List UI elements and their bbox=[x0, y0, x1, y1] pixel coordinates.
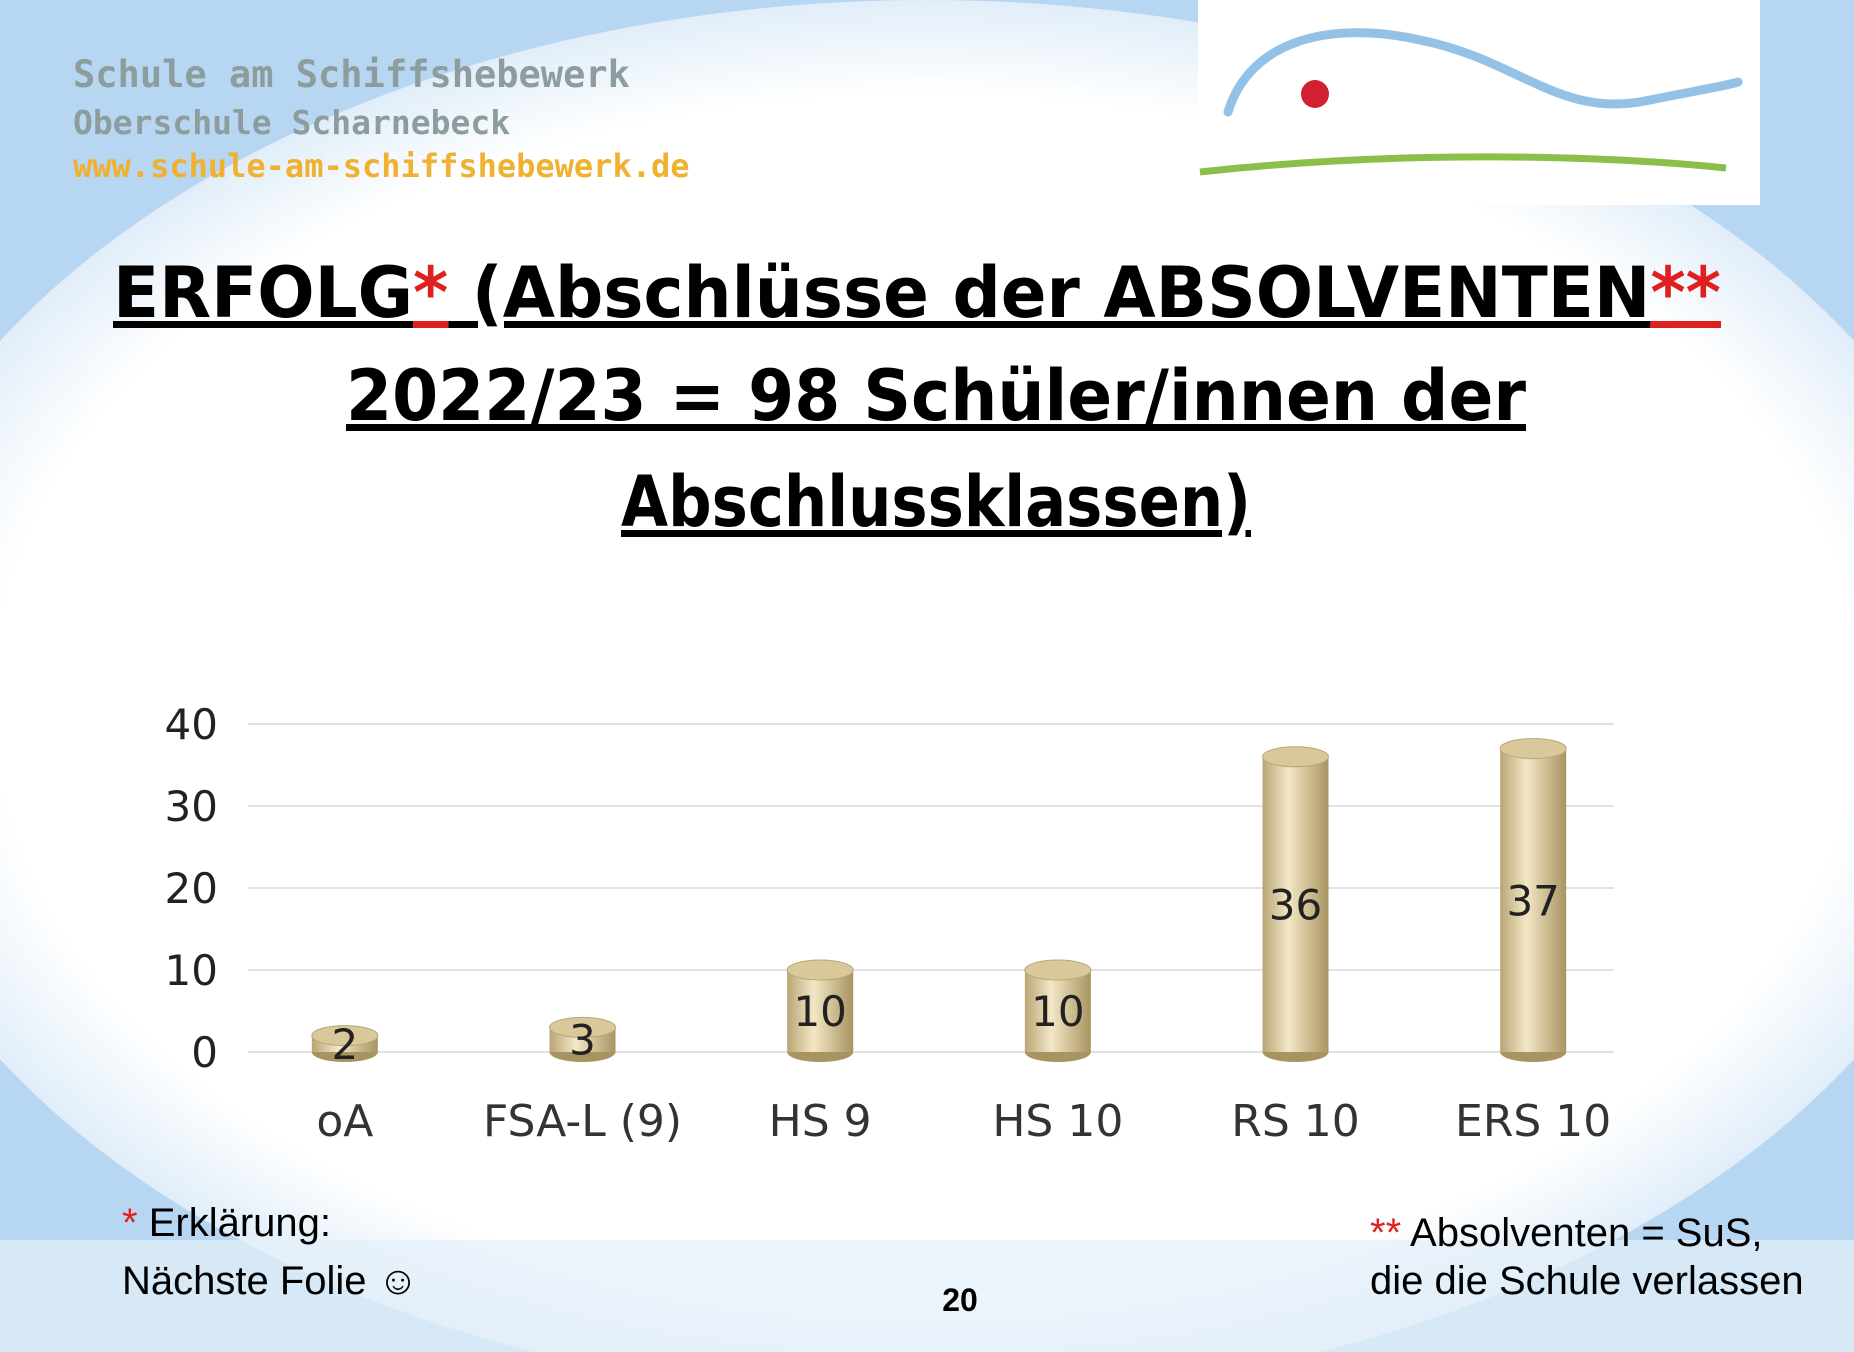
logo bbox=[1198, 0, 1760, 205]
page-number: 20 bbox=[942, 1282, 978, 1318]
title-line-1: ERFOLG* (Abschlüsse der ABSOLVENTEN** bbox=[113, 252, 1721, 334]
title-word: ERFOLG bbox=[113, 252, 413, 334]
x-tick-label: RS 10 bbox=[1231, 1096, 1359, 1147]
bar-top bbox=[1499, 738, 1567, 760]
y-tick-label: 40 bbox=[165, 700, 218, 749]
logo-box bbox=[1198, 0, 1760, 205]
x-tick-label: HS 9 bbox=[769, 1096, 872, 1147]
title-line-3: Abschlussklassen) bbox=[621, 461, 1251, 543]
website: www.schule-am-schiffshebewerk.de bbox=[73, 147, 690, 185]
logo-line bbox=[1199, 153, 1727, 176]
bottom-band bbox=[0, 1240, 1854, 1352]
value-label: 10 bbox=[1031, 987, 1084, 1036]
bar bbox=[787, 970, 854, 1052]
title-line-2: 2022/23 = 98 Schüler/innen der bbox=[346, 355, 1526, 437]
bar-top bbox=[1262, 746, 1329, 768]
bar-top bbox=[1024, 959, 1092, 981]
y-tick-label: 0 bbox=[191, 1028, 218, 1077]
school-subtitle: Oberschule Scharnebeck bbox=[73, 103, 510, 142]
school-name: Schule am Schiffshebewerk bbox=[73, 53, 630, 96]
y-tick-label: 10 bbox=[165, 946, 218, 995]
value-label: 10 bbox=[793, 987, 846, 1036]
value-label: 2 bbox=[331, 1020, 358, 1069]
title-star: ** bbox=[1650, 252, 1721, 334]
logo-dot bbox=[1301, 80, 1329, 108]
footnote-star: ** bbox=[1370, 1211, 1401, 1255]
title-star: * bbox=[413, 252, 448, 334]
footnote-right: ** Absolventen = SuS, bbox=[1370, 1211, 1763, 1255]
footnote-left: * Erklärung: bbox=[122, 1201, 331, 1245]
footnote-text: Erklärung: bbox=[138, 1201, 331, 1245]
x-tick-label: oA bbox=[316, 1096, 373, 1147]
title-text: 2022/23 = 98 Schüler/innen der bbox=[346, 355, 1526, 437]
value-label: 3 bbox=[569, 1016, 596, 1065]
logo-wave bbox=[1223, 28, 1743, 117]
x-tick-label: HS 10 bbox=[992, 1096, 1123, 1147]
footnote-right-2: die die Schule verlassen bbox=[1370, 1259, 1804, 1303]
y-tick-label: 30 bbox=[165, 782, 218, 831]
footnote-text: Absolventen = SuS, bbox=[1401, 1211, 1762, 1255]
x-tick-label: ERS 10 bbox=[1455, 1096, 1611, 1147]
title-text: Abschlussklassen) bbox=[621, 461, 1251, 543]
bar-top bbox=[311, 1025, 379, 1047]
value-label: 37 bbox=[1506, 876, 1559, 925]
bar-top bbox=[786, 959, 854, 981]
x-tick-label: FSA-L (9) bbox=[483, 1096, 682, 1147]
y-tick-label: 20 bbox=[165, 864, 218, 913]
bar-top bbox=[549, 1016, 616, 1038]
chart: 0 10 20 30 40 oA 2 FSA-L (9) 3 HS 9 10 HS 10 10 RS 10… bbox=[165, 700, 1614, 1147]
value-label: 36 bbox=[1269, 880, 1322, 929]
footnote-left-2: Nächste Folie ☺ bbox=[122, 1259, 419, 1303]
footnote-star: * bbox=[122, 1201, 138, 1245]
title-text: (Abschlüsse der ABSOLVENTEN bbox=[448, 252, 1650, 334]
bar bbox=[1024, 970, 1091, 1052]
bar bbox=[1500, 748, 1567, 1052]
bar bbox=[1262, 756, 1329, 1052]
